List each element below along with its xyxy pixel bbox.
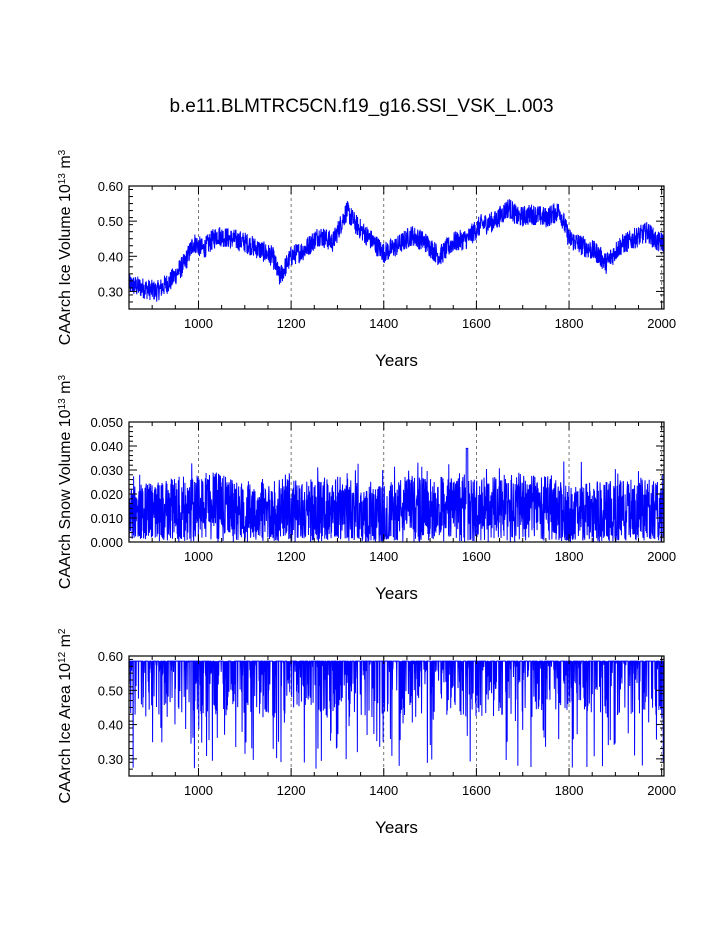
x-tick-label: 1200 <box>277 783 306 798</box>
x-tick-label: 1000 <box>184 549 213 564</box>
y-axis-title-part: CAArch Ice Volume 10 <box>57 184 74 345</box>
y-axis-title-superscript: 13 <box>57 173 68 185</box>
x-tick-label: 2000 <box>647 549 676 564</box>
y-tick-label: 0.50 <box>98 683 123 698</box>
panel-ice-volume: 1000 1200 1400 1600 1800 2000 0.30 0.40 0.50 0.60… <box>57 149 677 370</box>
y-tick-label: 0.040 <box>90 439 123 454</box>
y-tick-label: 0.50 <box>98 214 123 229</box>
y-tick-label: 0.050 <box>90 415 123 430</box>
plot-frame <box>128 421 665 543</box>
y-axis-title-part: CAArch Ice Area 10 <box>57 663 74 804</box>
x-tick-label: 1000 <box>184 783 213 798</box>
plot-frame <box>128 655 665 777</box>
x-tick-label: 1600 <box>462 316 491 331</box>
y-axis-title-superscript: 3 <box>57 149 68 155</box>
y-tick-label: 0.020 <box>90 487 123 502</box>
x-tick-label: 1800 <box>555 316 584 331</box>
y-axis-title-part: m <box>57 155 74 173</box>
y-tick-label: 0.30 <box>98 752 123 767</box>
x-tick-label: 2000 <box>647 783 676 798</box>
y-axis-title: CAArch Ice Area 1012 m2 <box>57 628 75 803</box>
y-tick-label: 0.60 <box>98 649 123 664</box>
y-axis-title: CAArch Ice Volume 1013 m3 <box>57 149 75 345</box>
y-tick-label: 0.030 <box>90 463 123 478</box>
x-axis-title: Years <box>375 818 418 837</box>
x-tick-label: 1400 <box>369 783 398 798</box>
x-tick-label: 1200 <box>277 549 306 564</box>
panel-ice-area: 1000 1200 1400 1600 1800 2000 0.30 0.40 0.50 0.60… <box>57 628 677 837</box>
x-tick-label: 1000 <box>184 316 213 331</box>
series-line-ice-area <box>128 660 665 769</box>
y-axis-title-superscript: 3 <box>57 375 68 381</box>
y-axis-title-superscript: 12 <box>57 651 68 663</box>
x-tick-label: 1800 <box>555 549 584 564</box>
y-axis-title-superscript: 2 <box>57 628 68 634</box>
plot-frame <box>128 185 665 310</box>
chart-title: b.e11.BLMTRC5CN.f19_g16.SSI_VSK_L.003 <box>169 96 554 117</box>
x-tick-label: 1600 <box>462 783 491 798</box>
y-axis-title-superscript: 13 <box>57 398 68 410</box>
y-tick-label: 0.010 <box>90 511 123 526</box>
y-tick-label: 0.40 <box>98 249 123 264</box>
panel-snow-volume: 1000 1200 1400 1600 1800 2000 0.000 0.010 0.020 0… <box>57 375 677 604</box>
x-axis-title: Years <box>375 584 418 603</box>
series-line-snow-volume <box>128 447 665 543</box>
x-tick-label: 2000 <box>647 316 676 331</box>
y-tick-label: 0.30 <box>98 284 123 299</box>
x-tick-label: 1600 <box>462 549 491 564</box>
y-axis-title-part: m <box>57 634 74 652</box>
series-line-ice-volume <box>128 199 665 302</box>
y-axis-title: CAArch Snow Volume 1013 m3 <box>57 375 75 590</box>
y-tick-label: 0.40 <box>98 718 123 733</box>
x-tick-label: 1800 <box>555 783 584 798</box>
y-tick-label: 0.60 <box>98 179 123 194</box>
x-tick-label: 1400 <box>369 316 398 331</box>
y-tick-label: 0.000 <box>90 535 123 550</box>
x-tick-label: 1200 <box>277 316 306 331</box>
x-axis-title: Years <box>375 351 418 370</box>
y-axis-title-part: CAArch Snow Volume 10 <box>57 409 74 589</box>
x-tick-label: 1400 <box>369 549 398 564</box>
y-axis-title-part: m <box>57 381 74 399</box>
